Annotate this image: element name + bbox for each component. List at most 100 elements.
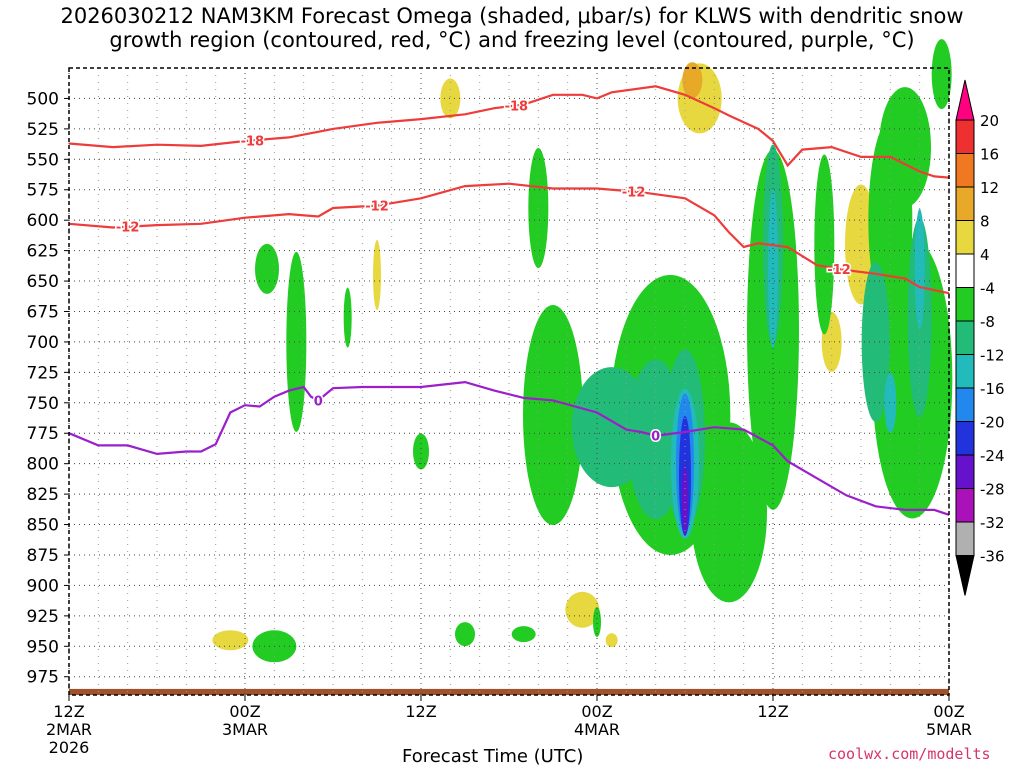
y-tick-label: 625 xyxy=(27,242,59,262)
x-tick-label: 4MAR xyxy=(574,720,620,739)
colorbar-segment xyxy=(955,320,975,355)
colorbar-label: -16 xyxy=(980,380,1005,398)
colorbar-label: -20 xyxy=(980,414,1005,432)
grid-lines xyxy=(68,68,950,695)
descent-area xyxy=(455,622,475,647)
colorbar-segment xyxy=(955,387,975,422)
dgz-lower-label: -12 xyxy=(622,186,646,201)
descent-area xyxy=(523,304,583,525)
dgz-upper-line xyxy=(68,85,950,179)
x-tick-label: 12Z xyxy=(405,702,436,721)
ascent-area xyxy=(440,78,461,119)
y-tick-label: 575 xyxy=(27,181,59,201)
omega-shading xyxy=(69,39,953,695)
descent-area xyxy=(931,39,952,110)
dgz-lower-label: -12 xyxy=(827,263,851,278)
colorbar-segment xyxy=(955,454,975,489)
y-tick-label: 925 xyxy=(27,607,59,627)
descent-area xyxy=(879,87,931,208)
colorbar-label: -36 xyxy=(980,548,1005,566)
ascent-core xyxy=(682,62,703,99)
x-tick-label: 12Z xyxy=(53,702,84,721)
freezing-level-label: 0 xyxy=(651,430,660,445)
y-tick-label: 900 xyxy=(27,576,59,596)
descent-area xyxy=(413,433,429,470)
freezing-level-line xyxy=(68,380,950,516)
y-tick-label: 500 xyxy=(27,89,59,109)
strong-descent-core xyxy=(914,208,925,329)
colorbar-segment xyxy=(955,488,975,523)
colorbar-bottom-triangle xyxy=(955,555,975,596)
colorbar-label: -28 xyxy=(980,481,1005,499)
y-tick-label: 650 xyxy=(27,272,59,292)
descent-area xyxy=(255,243,279,294)
x-axis-label: Forecast Time (UTC) xyxy=(402,746,584,767)
ascent-area xyxy=(373,239,381,310)
dgz-upper-label: -18 xyxy=(241,134,265,149)
y-tick-label: 550 xyxy=(27,150,59,170)
y-tick-label: 525 xyxy=(27,120,59,140)
ascent-area xyxy=(605,633,618,648)
colorbar-top-triangle xyxy=(955,79,975,121)
colorbar-label: -8 xyxy=(980,313,995,331)
y-tick-label: 600 xyxy=(27,211,59,231)
colorbar-segment xyxy=(955,354,975,389)
x-tick-label: 2MAR xyxy=(46,720,92,739)
y-tick-label: 800 xyxy=(27,455,59,475)
ascent-area xyxy=(565,591,600,628)
y-tick-label: 700 xyxy=(27,333,59,353)
colorbar-segment xyxy=(955,186,975,221)
y-tick-label: 875 xyxy=(27,546,59,566)
x-tick-label: 00Z xyxy=(933,702,964,721)
x-tick-label: 5MAR xyxy=(926,720,972,739)
colorbar-label: 20 xyxy=(980,112,999,130)
colorbar-segment xyxy=(955,253,975,288)
temperature-contours: -18 -18 -12 -12 -12 -12 0 0 xyxy=(68,85,950,516)
axes: 500 525 550 575 600 625 650 675 700 725 750 775 800 8… xyxy=(27,67,972,757)
colorbar-segment xyxy=(955,119,975,154)
colorbar-label: -4 xyxy=(980,280,995,298)
colorbar-segment xyxy=(955,521,975,556)
strong-descent xyxy=(861,261,890,422)
descent-area xyxy=(691,422,767,603)
chart-title: 2026030212 NAM3KM Forecast Omega (shaded… xyxy=(0,4,1024,52)
colorbar-label: 12 xyxy=(980,179,999,197)
dgz-lower-label: -12 xyxy=(365,200,389,215)
colorbar-label: 4 xyxy=(980,246,990,264)
y-tick-label: 675 xyxy=(27,302,59,322)
colorbar-segment xyxy=(955,421,975,456)
colorbar-label: 16 xyxy=(980,146,999,164)
y-tick-label: 825 xyxy=(27,485,59,505)
x-tick-label: 00Z xyxy=(581,702,612,721)
y-tick-label: 975 xyxy=(27,668,59,688)
descent-area xyxy=(593,606,601,637)
y-tick-label: 725 xyxy=(27,363,59,383)
y-tick-label: 750 xyxy=(27,394,59,414)
chart-title-line2: growth region (contoured, red, °C) and f… xyxy=(109,28,915,52)
strong-descent-core xyxy=(884,372,897,433)
y-tick-label: 950 xyxy=(27,637,59,657)
descent-area xyxy=(814,154,835,335)
freezing-level-label: 0 xyxy=(314,394,323,409)
colorbar-label: -12 xyxy=(980,347,1005,365)
colorbar-label: -32 xyxy=(980,514,1005,532)
dgz-upper-label: -18 xyxy=(505,99,529,114)
descent-area xyxy=(343,287,352,348)
y-tick-label: 775 xyxy=(27,424,59,444)
x-tick-label: 00Z xyxy=(229,702,260,721)
colorbar-segment xyxy=(955,287,975,322)
colorbar: 20 16 12 8 4 -4 -8 -12 -16 -20 -24 -28 -32 -36 xyxy=(955,79,1005,596)
x-tick-label: 12Z xyxy=(757,702,788,721)
colorbar-segment xyxy=(955,220,975,255)
dgz-lower-line xyxy=(68,182,950,295)
descent-area xyxy=(511,626,536,643)
dgz-lower-label: -12 xyxy=(116,221,140,236)
max-descent-peak xyxy=(682,465,688,536)
colorbar-segment xyxy=(955,153,975,188)
y-tick-label: 850 xyxy=(27,516,59,536)
chart-title-line1: 2026030212 NAM3KM Forecast Omega (shaded… xyxy=(60,4,964,28)
colorbar-label: 8 xyxy=(980,213,990,231)
credit-text: coolwx.com/modelts xyxy=(828,745,991,763)
plot-frame xyxy=(68,67,950,696)
